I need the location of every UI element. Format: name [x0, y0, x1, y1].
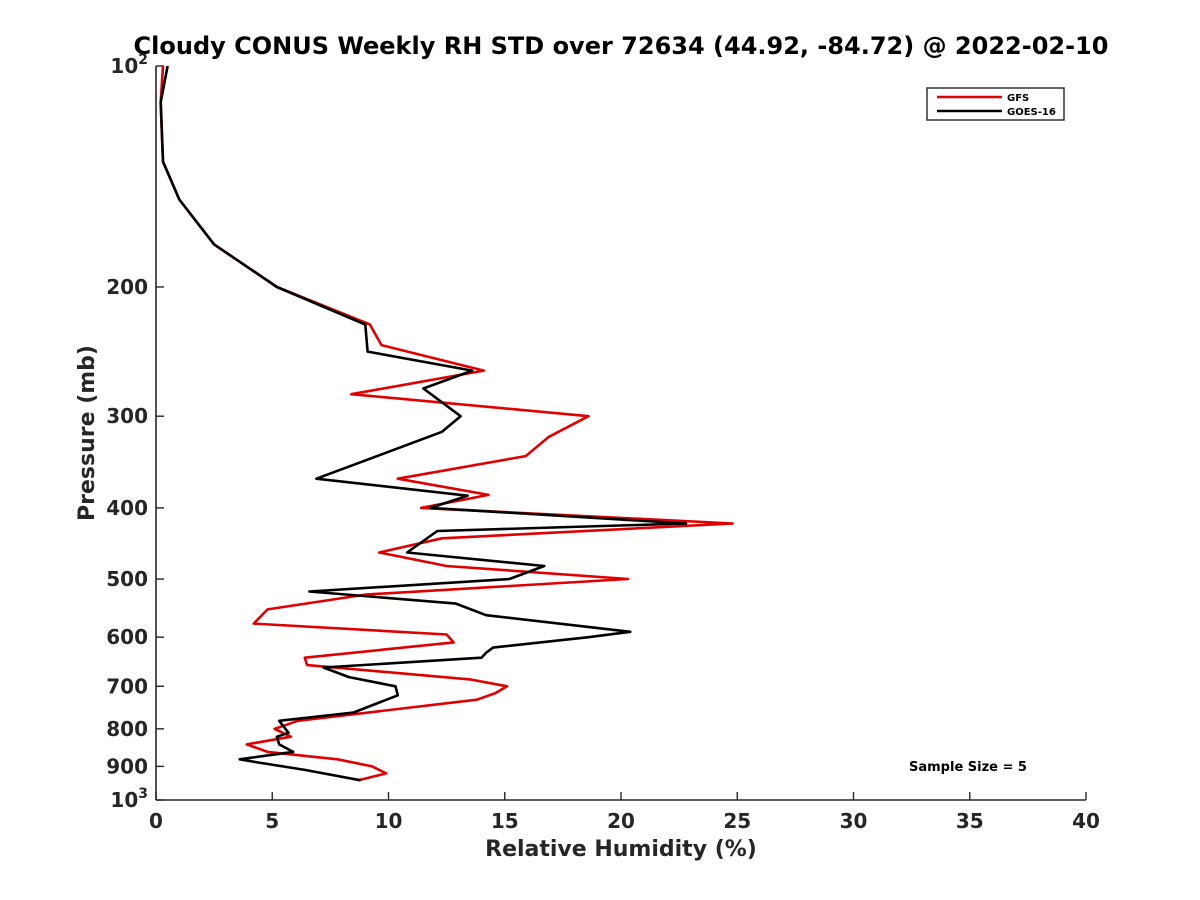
y-tick-label: 700 — [106, 674, 148, 698]
x-tick-label: 5 — [265, 809, 279, 833]
legend-label-goes-16: GOES-16 — [1007, 107, 1056, 118]
y-tick-label: 200 — [106, 275, 148, 299]
x-tick-label: 15 — [491, 809, 519, 833]
y-tick-label: 103 — [110, 786, 148, 812]
x-tick-label: 25 — [723, 809, 751, 833]
y-axis-label: Pressure (mb) — [75, 345, 100, 521]
y-tick-label: 800 — [106, 717, 148, 741]
series-line-goes-16 — [159, 65, 688, 782]
series-line-gfs — [159, 65, 734, 782]
series-layer — [159, 65, 734, 782]
legend: GFS GOES-16 — [926, 87, 1065, 121]
y-tick-label: 300 — [106, 404, 148, 428]
x-tick-label: 40 — [1072, 809, 1100, 833]
y-tick-label: 500 — [106, 567, 148, 591]
chart-title: Cloudy CONUS Weekly RH STD over 72634 (4… — [134, 32, 1109, 60]
x-tick-label: 20 — [607, 809, 635, 833]
y-tick-label: 400 — [106, 496, 148, 520]
y-tick-label: 102 — [110, 52, 148, 78]
legend-label-gfs: GFS — [1007, 93, 1029, 104]
x-tick-label: 30 — [840, 809, 868, 833]
x-tick-label: 10 — [375, 809, 403, 833]
x-axis-ticks: 0 5 10 15 20 25 30 35 40 — [149, 792, 1100, 833]
y-tick-label: 600 — [106, 625, 148, 649]
legend-box — [926, 87, 1065, 121]
x-tick-label: 35 — [956, 809, 984, 833]
sample-size-annotation: Sample Size = 5 — [909, 760, 1027, 775]
x-axis-label: Relative Humidity (%) — [485, 837, 757, 862]
plot-area — [155, 66, 1086, 801]
y-axis-ticks: 102 200 300 400 500 600 700 800 900 103 — [106, 52, 164, 812]
y-tick-label: 900 — [106, 754, 148, 778]
x-tick-label: 0 — [149, 809, 163, 833]
